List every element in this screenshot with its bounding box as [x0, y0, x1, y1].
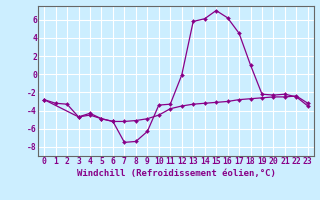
- X-axis label: Windchill (Refroidissement éolien,°C): Windchill (Refroidissement éolien,°C): [76, 169, 276, 178]
